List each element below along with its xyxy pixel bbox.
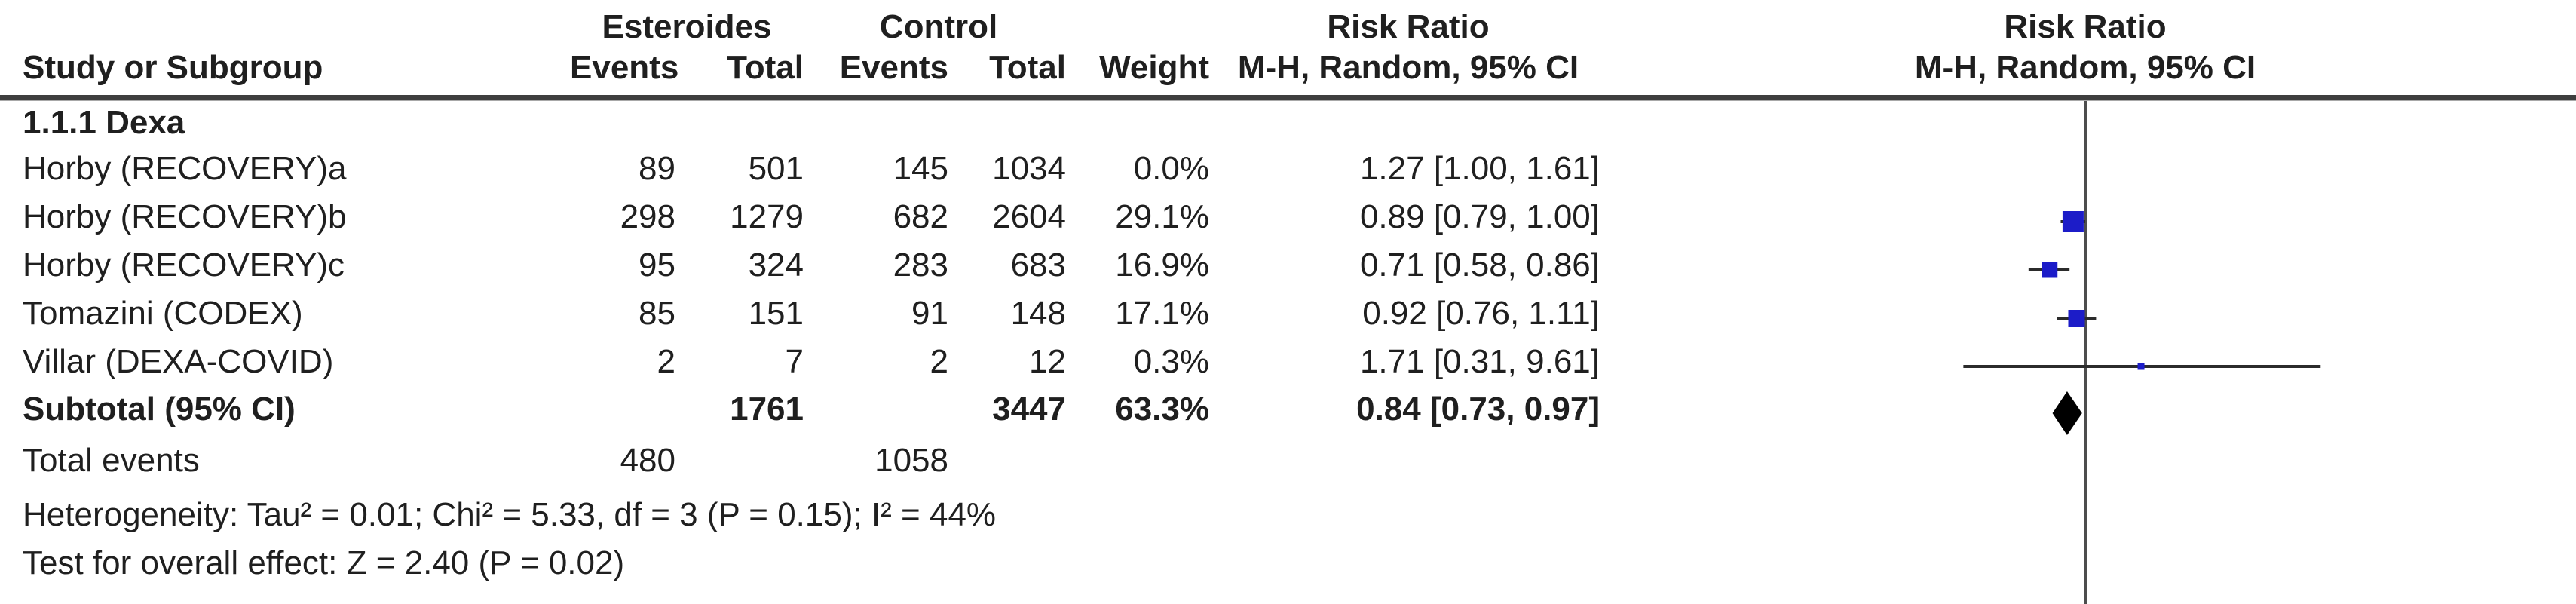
weight-value: 17.1% — [1115, 295, 1209, 332]
study-row-horby-c: Horby (RECOVERY)c 95 324 283 683 16.9% 0… — [0, 241, 2576, 290]
control-events: 682 — [893, 198, 948, 235]
heterogeneity-text: Heterogeneity: Tau² = 0.01; Chi² = 5.33,… — [23, 496, 997, 533]
control-events: 283 — [893, 247, 948, 284]
header-rule — [0, 95, 2576, 100]
total-events-label: Total events — [23, 442, 200, 479]
risk-ratio-ci-text: 0.71 [0.58, 0.86] — [1359, 247, 1600, 284]
subtotal-control-total: 3447 — [992, 391, 1066, 428]
total-events-row: Total events 480 1058 — [0, 433, 2576, 489]
study-row-tomazini: Tomazini (CODEX) 85 151 91 148 17.1% 0.9… — [0, 290, 2576, 338]
control-events: 145 — [893, 150, 948, 187]
control-total: 2604 — [992, 198, 1066, 235]
esteroides-events: 95 — [639, 247, 675, 284]
study-name: Horby (RECOVERY)a — [23, 150, 347, 187]
overall-effect-row: Test for overall effect: Z = 2.40 (P = 0… — [0, 541, 2576, 585]
effect-column-title: Risk Ratio — [1327, 8, 1490, 45]
heterogeneity-row: Heterogeneity: Tau² = 0.01; Chi² = 5.33,… — [0, 489, 2576, 541]
esteroides-events: 298 — [620, 198, 675, 235]
esteroides-total: 151 — [748, 295, 804, 332]
control-events: 91 — [911, 295, 948, 332]
study-table: 1.1.1 Dexa Horby (RECOVERY)a 89 501 145 … — [0, 101, 2576, 585]
subtotal-row: Subtotal (95% CI) 1761 3447 63.3% 0.84 [… — [0, 386, 2576, 433]
esteroides-total: 501 — [748, 150, 804, 187]
control-total: 1034 — [992, 150, 1066, 187]
study-row-horby-b: Horby (RECOVERY)b 298 1279 682 2604 29.1… — [0, 193, 2576, 241]
control-total: 683 — [1010, 247, 1066, 284]
esteroides-total: 324 — [748, 247, 804, 284]
subtotal-esteroides-total: 1761 — [730, 391, 804, 428]
esteroides-events: 2 — [657, 343, 675, 380]
header-esteroides-total: Total — [727, 49, 804, 86]
study-name: Villar (DEXA-COVID) — [23, 343, 334, 380]
control-total: 148 — [1010, 295, 1066, 332]
subgroup-label: 1.1.1 Dexa — [23, 104, 185, 141]
total-events-control: 1058 — [874, 442, 948, 479]
subtotal-risk-ratio-ci-text: 0.84 [0.73, 0.97] — [1356, 391, 1600, 428]
esteroides-total: 1279 — [730, 198, 804, 235]
control-events: 2 — [930, 343, 948, 380]
plot-column-title: Risk Ratio — [2004, 8, 2167, 45]
study-row-horby-a: Horby (RECOVERY)a 89 501 145 1034 0.0% 1… — [0, 145, 2576, 193]
esteroides-events: 89 — [639, 150, 675, 187]
subtotal-label: Subtotal (95% CI) — [23, 391, 296, 428]
study-name: Horby (RECOVERY)c — [23, 247, 345, 284]
weight-value: 0.3% — [1133, 343, 1209, 380]
risk-ratio-ci-text: 1.71 [0.31, 9.61] — [1359, 343, 1600, 380]
weight-value: 0.0% — [1133, 150, 1209, 187]
study-name: Tomazini (CODEX) — [23, 295, 303, 332]
study-row-villar: Villar (DEXA-COVID) 2 7 2 12 0.3% 1.71 [… — [0, 338, 2576, 386]
weight-value: 29.1% — [1115, 198, 1209, 235]
header-study-or-subgroup: Study or Subgroup — [23, 49, 323, 86]
column-group-control: Control — [879, 8, 998, 45]
header-control-events: Events — [839, 49, 948, 86]
esteroides-total: 7 — [785, 343, 804, 380]
risk-ratio-ci-text: 1.27 [1.00, 1.61] — [1359, 150, 1600, 187]
header-weight: Weight — [1099, 49, 1209, 86]
study-name: Horby (RECOVERY)b — [23, 198, 347, 235]
plot-column-subtitle: M-H, Random, 95% CI — [1914, 49, 2256, 86]
header-esteroides-events: Events — [570, 49, 679, 86]
subtotal-weight: 63.3% — [1115, 391, 1209, 428]
subgroup-heading-row: 1.1.1 Dexa — [0, 101, 2576, 145]
esteroides-events: 85 — [639, 295, 675, 332]
header-control-total: Total — [989, 49, 1066, 86]
weight-value: 16.9% — [1115, 247, 1209, 284]
column-group-esteroides: Esteroides — [602, 8, 772, 45]
control-total: 12 — [1029, 343, 1066, 380]
overall-effect-text: Test for overall effect: Z = 2.40 (P = 0… — [23, 544, 625, 581]
total-events-esteroides: 480 — [620, 442, 675, 479]
risk-ratio-ci-text: 0.89 [0.79, 1.00] — [1359, 198, 1600, 235]
header-effect-estimate: M-H, Random, 95% CI — [1237, 49, 1579, 86]
risk-ratio-ci-text: 0.92 [0.76, 1.11] — [1362, 295, 1600, 332]
